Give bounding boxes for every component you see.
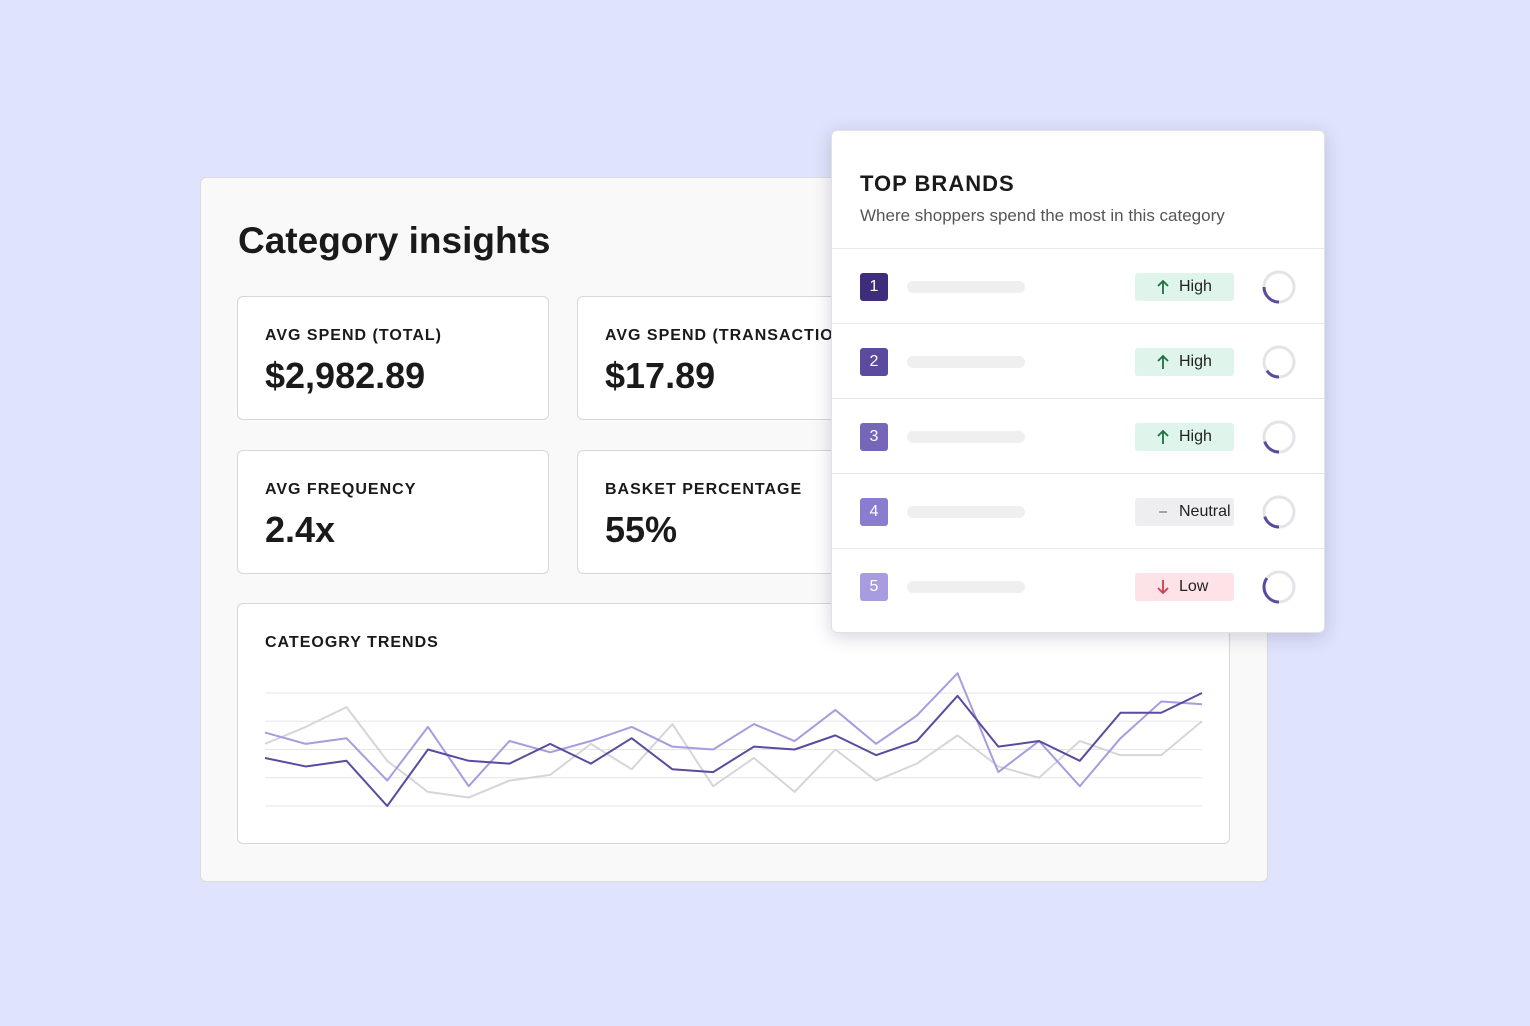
trend-label: Neutral [1179, 503, 1231, 520]
trend-label: Low [1179, 578, 1209, 595]
trend-icon [1157, 279, 1169, 294]
popup-title: TOP BRANDS [860, 171, 1015, 196]
name-placeholder [907, 431, 1025, 443]
rank-badge: 4 [860, 498, 888, 526]
trend-icon [1157, 580, 1169, 595]
ring-arc [1262, 420, 1296, 454]
trend-pill: High [1135, 273, 1234, 301]
name-placeholder [907, 506, 1025, 518]
page-title: Category insights [238, 220, 551, 261]
rank-badge: 5 [860, 573, 888, 601]
trend-label: High [1179, 428, 1212, 445]
rank-badge: 2 [860, 348, 888, 376]
stat-label: BASKET PERCENTAGE [605, 481, 803, 498]
popup-subtitle: Where shoppers spend the most in this ca… [860, 206, 1225, 225]
arrow [1157, 429, 1169, 444]
stat-value: $17.89 [605, 355, 716, 396]
ring-arc [1262, 345, 1296, 379]
ring-arc [1262, 570, 1296, 604]
trend-card: CATEOGRY TRENDS [237, 603, 1230, 844]
rank-badge: 1 [860, 273, 888, 301]
trend-label: High [1179, 353, 1212, 370]
stat-label: AVG SPEND (TOTAL) [265, 327, 442, 344]
share-ring [1262, 420, 1296, 454]
name-placeholder [907, 281, 1025, 293]
arrow [1157, 354, 1169, 369]
brand-row: 3 High [832, 398, 1324, 474]
arrow [1157, 279, 1169, 294]
share-ring [1262, 495, 1296, 529]
stat-card: AVG FREQUENCY 2.4x [237, 450, 549, 574]
trend-label: High [1179, 278, 1212, 295]
stat-label: AVG FREQUENCY [265, 481, 417, 498]
brand-row: 2 High [832, 323, 1324, 399]
stat-value: 55% [605, 509, 678, 550]
name-placeholder [907, 581, 1025, 593]
stat-card: AVG SPEND (TOTAL) $2,982.89 [237, 296, 549, 420]
trend-pill: Low [1135, 573, 1234, 601]
trend-icon [1157, 354, 1169, 369]
brand-row: 1 High [832, 248, 1324, 324]
share-ring [1262, 270, 1296, 304]
brand-row: 5 Low [832, 548, 1324, 624]
trend-pill: High [1135, 348, 1234, 376]
trend-pill: High [1135, 423, 1234, 451]
share-ring [1262, 570, 1296, 604]
ring-arc [1262, 270, 1296, 304]
name-placeholder [907, 356, 1025, 368]
rank-badge: 3 [860, 423, 888, 451]
top-brands-popup: TOP BRANDS Where shoppers spend the most… [831, 130, 1325, 633]
trend-pill: Neutral [1135, 498, 1234, 526]
stat-value: 2.4x [265, 509, 336, 550]
trend-icon [1159, 511, 1167, 513]
stat-value: $2,982.89 [265, 355, 426, 396]
trend-icon [1157, 429, 1169, 444]
arrow [1157, 580, 1169, 595]
stat-label: AVG SPEND (TRANSACTION) [605, 327, 853, 344]
share-ring [1262, 345, 1296, 379]
chart-title: CATEOGRY TRENDS [265, 634, 439, 651]
ring-arc [1262, 495, 1296, 529]
brand-row: 4 Neutral [832, 473, 1324, 549]
